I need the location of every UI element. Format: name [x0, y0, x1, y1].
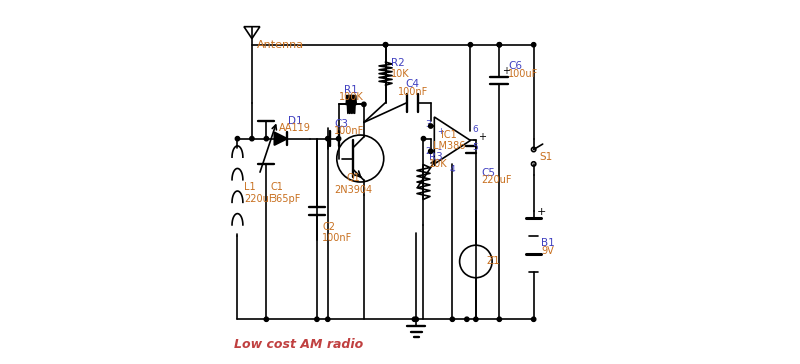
Text: 9V: 9V	[541, 246, 554, 256]
Circle shape	[235, 136, 240, 141]
Circle shape	[497, 317, 502, 321]
Text: C6: C6	[508, 62, 522, 71]
Text: 100nF: 100nF	[334, 126, 365, 136]
Circle shape	[497, 43, 502, 47]
Circle shape	[450, 317, 454, 321]
Circle shape	[326, 317, 330, 321]
Text: Low cost AM radio: Low cost AM radio	[234, 338, 363, 351]
Text: C5: C5	[482, 168, 495, 178]
Circle shape	[264, 317, 269, 321]
Text: C3: C3	[334, 119, 348, 129]
Text: AA119: AA119	[279, 123, 311, 133]
Text: 100K: 100K	[339, 92, 364, 102]
Circle shape	[531, 43, 536, 47]
Circle shape	[383, 43, 388, 47]
Text: 10K: 10K	[391, 69, 410, 79]
Text: +: +	[537, 206, 546, 217]
Text: Z1: Z1	[486, 257, 501, 266]
Text: S1: S1	[539, 152, 552, 162]
Circle shape	[531, 162, 536, 166]
Text: +: +	[438, 127, 444, 136]
Circle shape	[422, 136, 426, 141]
Text: +: +	[478, 132, 486, 142]
Text: 10K: 10K	[429, 159, 447, 169]
Text: R1: R1	[344, 85, 358, 95]
Circle shape	[412, 317, 417, 321]
Text: C1
365pF: C1 365pF	[270, 182, 301, 203]
Text: -: -	[438, 145, 442, 154]
Circle shape	[264, 136, 269, 141]
Circle shape	[383, 43, 388, 47]
Text: Antenna: Antenna	[258, 40, 305, 50]
Circle shape	[337, 136, 341, 141]
Text: +: +	[502, 66, 510, 76]
Circle shape	[465, 317, 469, 321]
Text: 100uF: 100uF	[508, 69, 538, 79]
Text: B1: B1	[541, 238, 554, 248]
Circle shape	[429, 124, 433, 128]
Text: C4: C4	[406, 79, 420, 90]
Circle shape	[531, 317, 536, 321]
Circle shape	[531, 147, 536, 152]
Text: D1: D1	[288, 116, 302, 126]
Circle shape	[429, 149, 433, 154]
Text: 5: 5	[472, 143, 478, 152]
Text: C2
100nF: C2 100nF	[322, 222, 353, 244]
Circle shape	[468, 43, 473, 47]
Circle shape	[497, 43, 502, 47]
Text: 100nF: 100nF	[398, 87, 428, 97]
Circle shape	[362, 102, 366, 107]
Circle shape	[326, 136, 330, 141]
Text: 6: 6	[472, 125, 478, 134]
Circle shape	[250, 136, 254, 141]
Text: 220uF: 220uF	[482, 175, 512, 185]
Circle shape	[314, 317, 319, 321]
Text: 4: 4	[450, 165, 455, 174]
Text: L1
220uF: L1 220uF	[244, 182, 274, 203]
Circle shape	[414, 317, 418, 321]
Polygon shape	[274, 132, 287, 145]
Text: 3: 3	[425, 120, 430, 129]
Text: Q1
2N3904: Q1 2N3904	[334, 173, 372, 195]
Text: R3: R3	[429, 152, 442, 162]
Text: IC1
LM386: IC1 LM386	[433, 130, 465, 151]
Text: 2: 2	[425, 147, 430, 156]
Text: R2: R2	[391, 58, 405, 68]
Circle shape	[474, 317, 478, 321]
